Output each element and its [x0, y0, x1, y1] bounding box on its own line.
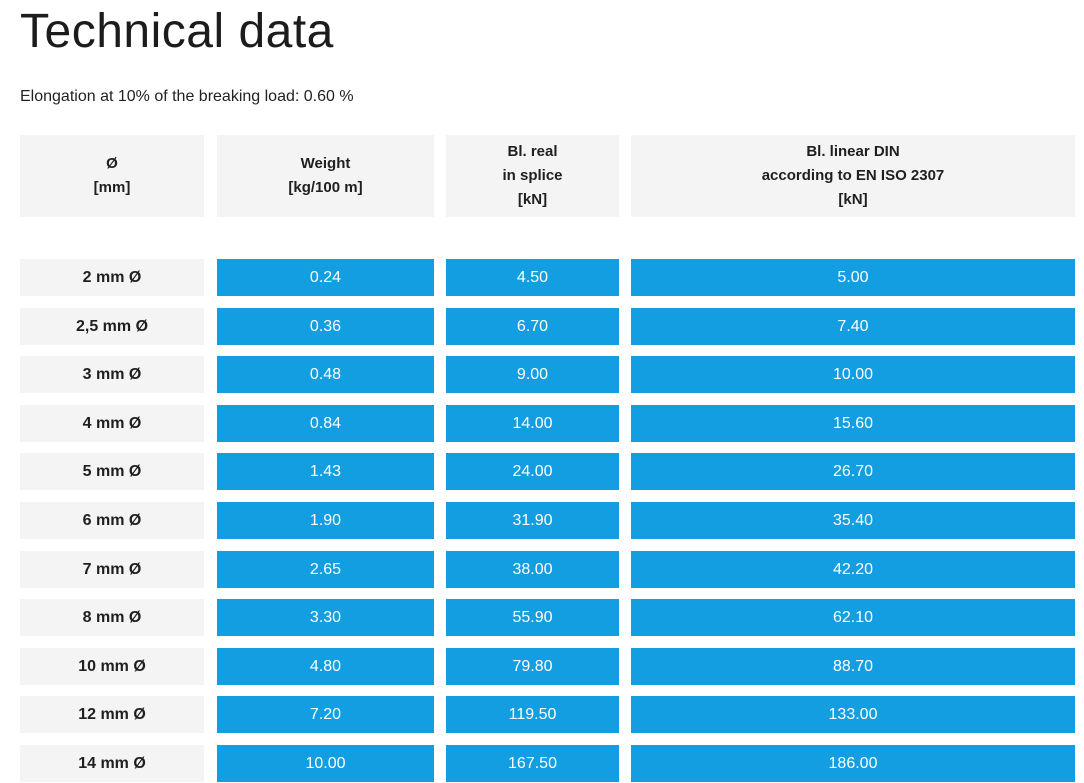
cell-diameter: 5 mm Ø	[20, 453, 204, 490]
cell-bl-linear: 5.00	[631, 259, 1075, 296]
cell-weight: 0.24	[217, 259, 434, 296]
cell-weight: 3.30	[217, 599, 434, 636]
cell-weight: 1.43	[217, 453, 434, 490]
cell-bl-linear: 133.00	[631, 696, 1075, 733]
cell-diameter: 4 mm Ø	[20, 405, 204, 442]
header-diameter-line-1: Ø	[106, 155, 118, 172]
header-weight: Weight [kg/100 m]	[217, 135, 434, 217]
elongation-note: Elongation at 10% of the breaking load: …	[20, 88, 354, 105]
cell-bl-linear: 35.40	[631, 502, 1075, 539]
cell-bl-real: 4.50	[446, 259, 619, 296]
table-row: 3 mm Ø 0.48 9.00 10.00	[0, 356, 1084, 393]
table-row: 2,5 mm Ø 0.36 6.70 7.40	[0, 308, 1084, 345]
cell-bl-real: 31.90	[446, 502, 619, 539]
table-row: 8 mm Ø 3.30 55.90 62.10	[0, 599, 1084, 636]
cell-bl-real: 79.80	[446, 648, 619, 685]
header-weight-line-1: Weight	[300, 155, 351, 172]
page-title: Technical data	[20, 5, 334, 58]
cell-bl-real: 55.90	[446, 599, 619, 636]
cell-bl-linear: 62.10	[631, 599, 1075, 636]
cell-weight: 2.65	[217, 551, 434, 588]
header-weight-line-2: [kg/100 m]	[288, 179, 363, 196]
cell-bl-real: 14.00	[446, 405, 619, 442]
cell-diameter: 7 mm Ø	[20, 551, 204, 588]
cell-weight: 0.84	[217, 405, 434, 442]
cell-bl-real: 119.50	[446, 696, 619, 733]
cell-weight: 4.80	[217, 648, 434, 685]
header-bl-linear: Bl. linear DIN according to EN ISO 2307 …	[631, 135, 1075, 217]
cell-bl-real: 24.00	[446, 453, 619, 490]
header-bl-real: Bl. real in splice [kN]	[446, 135, 619, 217]
header-bl-real-line-1: Bl. real	[507, 143, 558, 160]
cell-diameter: 12 mm Ø	[20, 696, 204, 733]
table-row: 12 mm Ø 7.20 119.50 133.00	[0, 696, 1084, 733]
cell-bl-real: 38.00	[446, 551, 619, 588]
cell-bl-real: 6.70	[446, 308, 619, 345]
cell-bl-linear: 15.60	[631, 405, 1075, 442]
cell-diameter: 10 mm Ø	[20, 648, 204, 685]
cell-bl-linear: 88.70	[631, 648, 1075, 685]
cell-diameter: 6 mm Ø	[20, 502, 204, 539]
cell-weight: 10.00	[217, 745, 434, 782]
cell-weight: 7.20	[217, 696, 434, 733]
cell-diameter: 3 mm Ø	[20, 356, 204, 393]
cell-bl-linear: 7.40	[631, 308, 1075, 345]
table-row: 5 mm Ø 1.43 24.00 26.70	[0, 453, 1084, 490]
table-row: 10 mm Ø 4.80 79.80 88.70	[0, 648, 1084, 685]
cell-weight: 0.48	[217, 356, 434, 393]
cell-diameter: 14 mm Ø	[20, 745, 204, 782]
header-bl-linear-line-1: Bl. linear DIN	[806, 143, 900, 160]
table-row: 6 mm Ø 1.90 31.90 35.40	[0, 502, 1084, 539]
cell-bl-real: 9.00	[446, 356, 619, 393]
cell-bl-linear: 10.00	[631, 356, 1075, 393]
header-diameter-line-2: [mm]	[93, 179, 131, 196]
table-row: 4 mm Ø 0.84 14.00 15.60	[0, 405, 1084, 442]
cell-diameter: 8 mm Ø	[20, 599, 204, 636]
cell-diameter: 2,5 mm Ø	[20, 308, 204, 345]
cell-bl-linear: 26.70	[631, 453, 1075, 490]
header-diameter: Ø [mm]	[20, 135, 204, 217]
header-bl-linear-line-2: according to EN ISO 2307	[761, 167, 945, 184]
cell-weight: 0.36	[217, 308, 434, 345]
cell-diameter: 2 mm Ø	[20, 259, 204, 296]
table-row: 14 mm Ø 10.00 167.50 186.00	[0, 745, 1084, 782]
table-row: 2 mm Ø 0.24 4.50 5.00	[0, 259, 1084, 296]
cell-weight: 1.90	[217, 502, 434, 539]
header-bl-real-line-2: in splice	[502, 167, 563, 184]
cell-bl-linear: 186.00	[631, 745, 1075, 782]
table-row: 7 mm Ø 2.65 38.00 42.20	[0, 551, 1084, 588]
cell-bl-real: 167.50	[446, 745, 619, 782]
header-bl-linear-line-3: [kN]	[838, 191, 868, 208]
cell-bl-linear: 42.20	[631, 551, 1075, 588]
header-bl-real-line-3: [kN]	[517, 191, 548, 208]
